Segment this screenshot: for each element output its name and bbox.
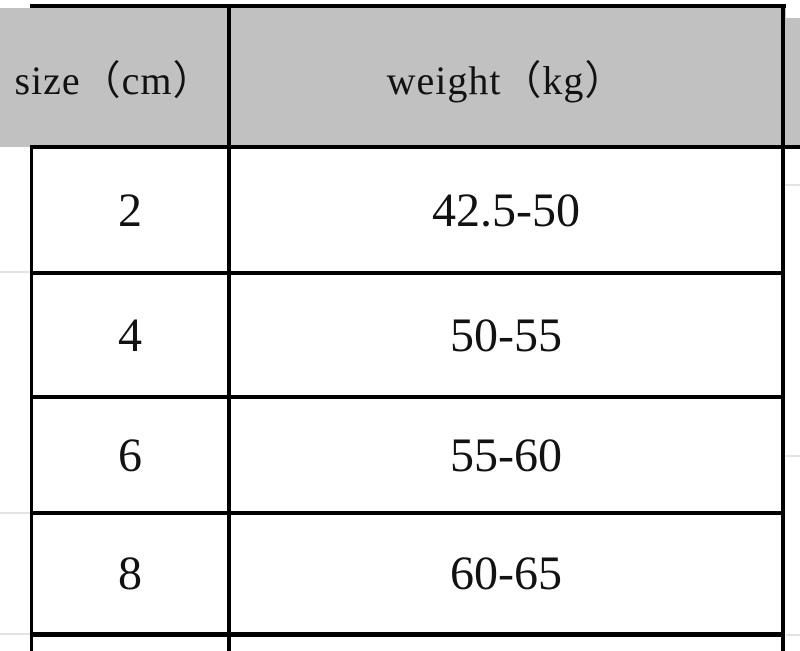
row-border: [30, 511, 785, 515]
margin-gridline: [0, 271, 30, 273]
cell-size: 6: [118, 428, 142, 482]
header-row-background: [0, 8, 786, 147]
cell-size: 8: [118, 547, 142, 600]
margin-gridline: [0, 633, 30, 635]
table-top-border: [30, 4, 786, 8]
cell-size: 2: [118, 183, 142, 237]
margin-gridline: [785, 455, 800, 457]
header-row-background-right-spill: [786, 18, 800, 147]
row-border: [30, 395, 785, 399]
partial-row: [33, 637, 781, 651]
cell-weight: 55-60: [450, 428, 562, 482]
cell-weight: 42.5-50: [432, 183, 580, 237]
column-header-weight: weight（kg）: [386, 57, 626, 103]
table-right-border: [781, 4, 785, 651]
margin-gridline: [785, 184, 800, 186]
margin-gridline: [0, 512, 30, 514]
margin-gridline: [786, 634, 800, 636]
column-divider: [227, 4, 231, 651]
table-left-border: [30, 145, 33, 651]
column-header-size: size（cm）: [14, 57, 214, 103]
cell-weight: 60-65: [450, 547, 562, 600]
row-border: [30, 632, 785, 637]
header-bottom-border: [30, 145, 800, 149]
cell-size: 4: [118, 308, 142, 362]
row-border: [30, 271, 785, 275]
cell-weight: 50-55: [450, 308, 562, 362]
